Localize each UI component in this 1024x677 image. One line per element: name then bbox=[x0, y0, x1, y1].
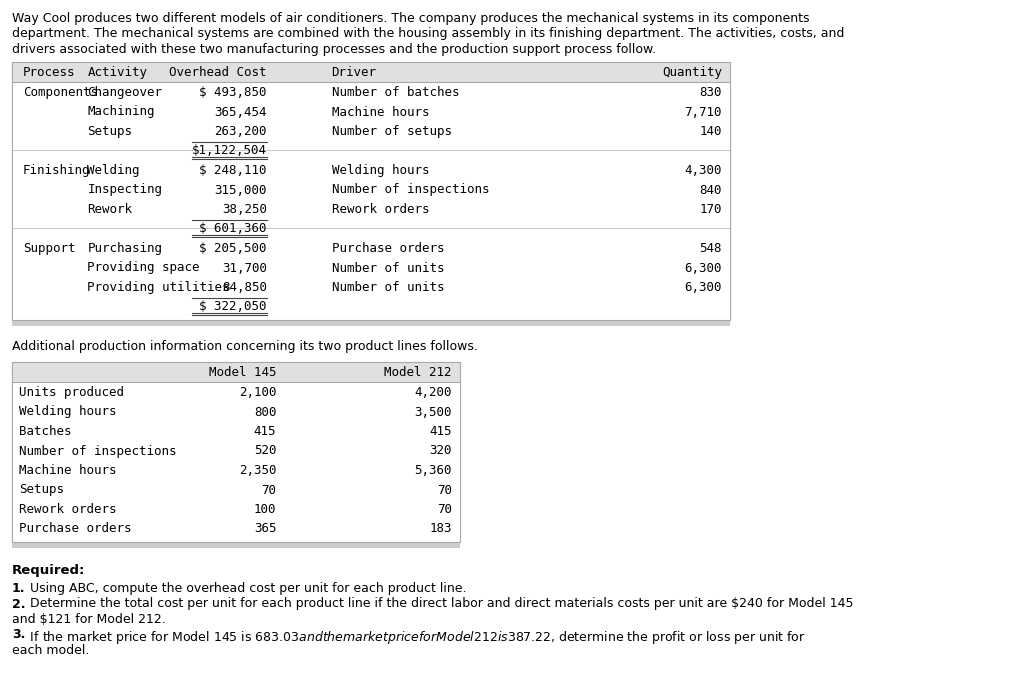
Text: Welding hours: Welding hours bbox=[18, 406, 116, 418]
Text: 365,454: 365,454 bbox=[214, 106, 267, 118]
Text: Number of inspections: Number of inspections bbox=[332, 183, 489, 196]
Text: 140: 140 bbox=[699, 125, 722, 138]
Text: Components: Components bbox=[23, 86, 97, 99]
Text: 70: 70 bbox=[437, 483, 452, 496]
Text: Rework: Rework bbox=[87, 203, 132, 216]
Text: 170: 170 bbox=[699, 203, 722, 216]
Text: 6,300: 6,300 bbox=[684, 281, 722, 294]
Text: Number of units: Number of units bbox=[332, 281, 444, 294]
Text: Welding hours: Welding hours bbox=[332, 164, 429, 177]
Bar bbox=[12, 542, 460, 548]
Text: Activity: Activity bbox=[87, 66, 147, 79]
Text: Process: Process bbox=[23, 66, 76, 79]
Text: $ 322,050: $ 322,050 bbox=[200, 301, 267, 313]
Text: 800: 800 bbox=[254, 406, 276, 418]
Text: 548: 548 bbox=[699, 242, 722, 255]
Bar bbox=[12, 382, 460, 542]
Text: $1,122,504: $1,122,504 bbox=[191, 144, 267, 158]
Text: drivers associated with these two manufacturing processes and the production sup: drivers associated with these two manufa… bbox=[12, 43, 656, 56]
Bar bbox=[12, 62, 730, 82]
Text: Finishing: Finishing bbox=[23, 164, 90, 177]
Text: Providing space: Providing space bbox=[87, 261, 200, 274]
Text: 315,000: 315,000 bbox=[214, 183, 267, 196]
Text: Purchase orders: Purchase orders bbox=[18, 523, 131, 536]
Text: and $121 for Model 212.: and $121 for Model 212. bbox=[12, 613, 166, 626]
Text: Purchase orders: Purchase orders bbox=[332, 242, 444, 255]
Text: department. The mechanical systems are combined with the housing assembly in its: department. The mechanical systems are c… bbox=[12, 28, 845, 41]
Bar bbox=[12, 62, 730, 320]
Text: Determine the total cost per unit for each product line if the direct labor and : Determine the total cost per unit for ea… bbox=[26, 598, 853, 611]
Text: Model 145: Model 145 bbox=[209, 366, 276, 379]
Text: Overhead Cost: Overhead Cost bbox=[169, 66, 267, 79]
Text: Driver: Driver bbox=[332, 66, 377, 79]
Text: Machining: Machining bbox=[87, 106, 155, 118]
Text: Way Cool produces two different models of air conditioners. The company produces: Way Cool produces two different models o… bbox=[12, 12, 810, 25]
Bar bbox=[12, 362, 460, 542]
Text: 70: 70 bbox=[437, 503, 452, 516]
Text: Welding: Welding bbox=[87, 164, 140, 177]
Text: $ 205,500: $ 205,500 bbox=[200, 242, 267, 255]
Text: 2,350: 2,350 bbox=[239, 464, 276, 477]
Text: Support: Support bbox=[23, 242, 76, 255]
Text: Number of units: Number of units bbox=[332, 261, 444, 274]
Text: 6,300: 6,300 bbox=[684, 261, 722, 274]
Text: 183: 183 bbox=[429, 523, 452, 536]
Text: 4,200: 4,200 bbox=[415, 386, 452, 399]
Text: Using ABC, compute the overhead cost per unit for each product line.: Using ABC, compute the overhead cost per… bbox=[26, 582, 467, 595]
Text: Inspecting: Inspecting bbox=[87, 183, 163, 196]
Bar bbox=[12, 362, 460, 382]
Bar bbox=[12, 320, 730, 326]
Text: 3.: 3. bbox=[12, 628, 26, 642]
Text: 2,100: 2,100 bbox=[239, 386, 276, 399]
Text: 320: 320 bbox=[429, 445, 452, 458]
Text: 31,700: 31,700 bbox=[222, 261, 267, 274]
Text: each model.: each model. bbox=[12, 644, 89, 657]
Text: Units produced: Units produced bbox=[18, 386, 124, 399]
Text: Machine hours: Machine hours bbox=[332, 106, 429, 118]
Text: Model 212: Model 212 bbox=[384, 366, 452, 379]
Text: Changeover: Changeover bbox=[87, 86, 163, 99]
Text: Required:: Required: bbox=[12, 564, 85, 577]
Text: $ 248,110: $ 248,110 bbox=[200, 164, 267, 177]
Text: 1.: 1. bbox=[12, 582, 26, 595]
Text: 263,200: 263,200 bbox=[214, 125, 267, 138]
Text: Number of setups: Number of setups bbox=[332, 125, 452, 138]
Text: 100: 100 bbox=[254, 503, 276, 516]
Text: 3,500: 3,500 bbox=[415, 406, 452, 418]
Text: Number of inspections: Number of inspections bbox=[18, 445, 176, 458]
Text: If the market price for Model 145 is $683.03 and the market price for Model 212 : If the market price for Model 145 is $68… bbox=[26, 628, 806, 645]
Text: 7,710: 7,710 bbox=[684, 106, 722, 118]
Text: Purchasing: Purchasing bbox=[87, 242, 163, 255]
Text: 38,250: 38,250 bbox=[222, 203, 267, 216]
Text: Providing utilities: Providing utilities bbox=[87, 281, 230, 294]
Text: Additional production information concerning its two product lines follows.: Additional production information concer… bbox=[12, 340, 478, 353]
Text: 520: 520 bbox=[254, 445, 276, 458]
Text: Rework orders: Rework orders bbox=[332, 203, 429, 216]
Text: Setups: Setups bbox=[87, 125, 132, 138]
Text: 830: 830 bbox=[699, 86, 722, 99]
Bar bbox=[12, 82, 730, 320]
Text: 2.: 2. bbox=[12, 598, 26, 611]
Text: Number of batches: Number of batches bbox=[332, 86, 459, 99]
Text: 4,300: 4,300 bbox=[684, 164, 722, 177]
Text: 840: 840 bbox=[699, 183, 722, 196]
Text: 70: 70 bbox=[261, 483, 276, 496]
Text: $ 493,850: $ 493,850 bbox=[200, 86, 267, 99]
Text: Rework orders: Rework orders bbox=[18, 503, 116, 516]
Text: Machine hours: Machine hours bbox=[18, 464, 116, 477]
Text: 415: 415 bbox=[429, 425, 452, 438]
Bar bbox=[12, 362, 460, 542]
Text: 5,360: 5,360 bbox=[415, 464, 452, 477]
Text: 84,850: 84,850 bbox=[222, 281, 267, 294]
Text: Quantity: Quantity bbox=[662, 66, 722, 79]
Text: Batches: Batches bbox=[18, 425, 72, 438]
Bar bbox=[12, 62, 730, 320]
Text: 415: 415 bbox=[254, 425, 276, 438]
Text: Setups: Setups bbox=[18, 483, 63, 496]
Text: $ 601,360: $ 601,360 bbox=[200, 223, 267, 236]
Text: 365: 365 bbox=[254, 523, 276, 536]
